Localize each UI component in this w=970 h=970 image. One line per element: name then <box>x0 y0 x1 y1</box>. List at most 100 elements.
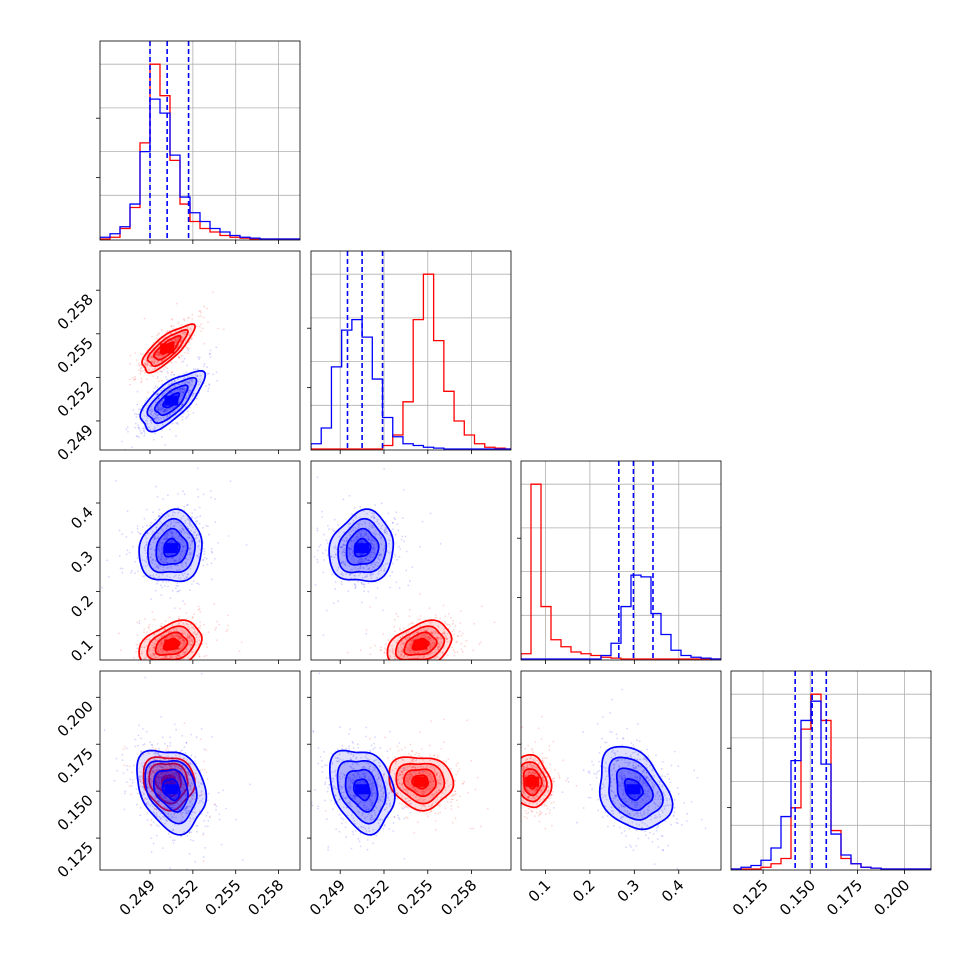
scatter-point <box>350 548 353 550</box>
scatter-point <box>184 522 187 524</box>
scatter-point <box>342 551 345 554</box>
scatter-point <box>137 792 139 795</box>
scatter-point <box>443 628 445 631</box>
scatter-point <box>155 413 158 416</box>
scatter-point <box>357 561 359 564</box>
scatter-point <box>153 646 156 649</box>
scatter-point <box>160 642 163 645</box>
scatter-point <box>184 382 187 385</box>
scatter-point <box>377 570 380 573</box>
scatter-point <box>183 653 186 656</box>
scatter-point <box>161 650 164 653</box>
scatter-point <box>378 558 381 561</box>
scatter-point <box>353 542 355 544</box>
scatter-point <box>190 517 193 519</box>
scatter-point <box>135 413 138 416</box>
scatter-point <box>186 326 189 328</box>
scatter-point <box>187 376 189 378</box>
scatter-point <box>156 781 159 784</box>
scatter-point <box>325 609 328 612</box>
scatter-point <box>376 576 378 579</box>
scatter-point <box>188 334 191 337</box>
scatter-point <box>154 752 157 755</box>
scatter-point <box>162 641 165 644</box>
scatter-point <box>394 630 396 633</box>
scatter-point <box>183 389 186 392</box>
scatter-point <box>145 419 147 422</box>
scatter-point <box>157 351 160 354</box>
scatter-point <box>169 413 172 416</box>
scatter-point <box>409 645 412 648</box>
scatter-point <box>493 621 496 624</box>
scatter-point <box>164 765 167 768</box>
scatter-point <box>152 414 154 417</box>
scatter-point <box>160 544 163 547</box>
scatter-point <box>146 752 149 754</box>
scatter-point <box>189 637 191 640</box>
scatter-point <box>146 819 149 821</box>
scatter-point <box>415 637 418 640</box>
scatter-point <box>170 520 173 523</box>
scatter-point <box>163 816 166 819</box>
scatter-point <box>168 630 170 632</box>
scatter-point <box>187 518 190 521</box>
scatter-point <box>161 555 164 557</box>
scatter-point <box>163 408 165 411</box>
scatter-point <box>144 362 147 365</box>
scatter-point <box>162 635 164 638</box>
scatter-point <box>164 391 167 394</box>
scatter-point <box>359 565 361 568</box>
scatter-point <box>369 564 372 567</box>
scatter-point <box>445 638 448 641</box>
scatter-point <box>176 664 178 666</box>
scatter-point <box>148 370 150 372</box>
scatter-point <box>158 775 160 777</box>
scatter-point <box>342 562 345 564</box>
scatter-point <box>163 808 166 811</box>
scatter-point <box>177 383 180 386</box>
scatter-point <box>354 586 357 589</box>
scatter-point <box>180 409 183 412</box>
scatter-point <box>153 427 156 430</box>
scatter-point <box>191 640 194 643</box>
scatter-point <box>155 353 158 355</box>
scatter-point <box>159 408 162 410</box>
scatter-point <box>186 526 189 528</box>
scatter-point <box>366 512 368 515</box>
scatter-point <box>182 332 185 334</box>
scatter-point <box>353 574 356 577</box>
scatter-point <box>200 799 203 802</box>
scatter-point <box>393 618 396 621</box>
scatter-point <box>178 655 181 657</box>
scatter-point <box>177 388 179 390</box>
scatter-point <box>147 626 150 629</box>
scatter-point <box>172 816 175 819</box>
scatter-point <box>157 536 160 538</box>
scatter-point <box>370 573 373 575</box>
scatter-point <box>342 560 345 563</box>
scatter-point <box>218 623 220 626</box>
scatter-point <box>404 535 407 538</box>
scatter-point <box>330 555 333 558</box>
scatter-point <box>157 361 160 364</box>
scatter-point <box>153 417 156 420</box>
scatter-point <box>192 632 195 634</box>
scatter-point <box>399 636 402 639</box>
scatter-point <box>374 644 376 647</box>
scatter-point <box>160 558 163 560</box>
scatter-point <box>183 640 185 643</box>
scatter-point <box>453 633 455 636</box>
scatter-point <box>151 357 154 360</box>
scatter-point <box>195 736 198 739</box>
scatter-point <box>179 750 182 753</box>
scatter-point <box>176 656 179 659</box>
scatter-point <box>202 559 205 561</box>
scatter-point <box>158 407 161 410</box>
scatter-point <box>367 538 370 541</box>
scatter-point <box>196 519 198 522</box>
scatter-point <box>131 531 133 534</box>
scatter-point <box>163 796 166 798</box>
scatter-point <box>197 496 200 498</box>
scatter-point <box>188 547 191 550</box>
scatter-point <box>157 417 160 419</box>
